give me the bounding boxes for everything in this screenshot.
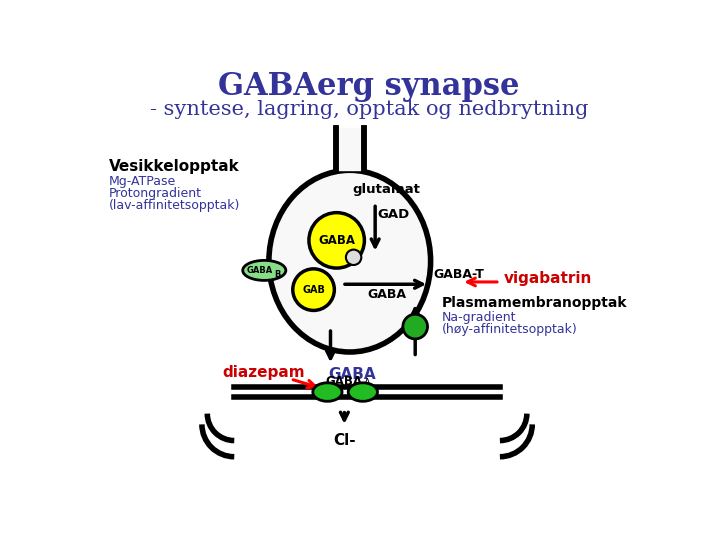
Text: Na-gradient: Na-gradient xyxy=(442,311,517,324)
Text: Plasmamembranopptak: Plasmamembranopptak xyxy=(442,296,628,310)
Text: B: B xyxy=(274,270,281,279)
Text: Cl-: Cl- xyxy=(333,433,356,448)
Circle shape xyxy=(403,314,428,339)
Text: GABA: GABA xyxy=(246,266,273,275)
Text: A: A xyxy=(364,378,371,388)
Text: GAB: GAB xyxy=(302,285,325,295)
Text: - syntese, lagring, opptak og nedbrytning: - syntese, lagring, opptak og nedbrytnin… xyxy=(150,100,588,119)
Text: GABA: GABA xyxy=(326,375,363,388)
Ellipse shape xyxy=(243,260,286,280)
Circle shape xyxy=(309,213,364,268)
Text: GABA: GABA xyxy=(328,367,376,382)
Text: GAD: GAD xyxy=(377,208,410,221)
Text: glutamat: glutamat xyxy=(352,183,420,196)
Ellipse shape xyxy=(312,383,342,401)
Ellipse shape xyxy=(348,383,377,401)
Circle shape xyxy=(293,269,334,310)
Text: Vesikkelopptak: Vesikkelopptak xyxy=(109,159,240,174)
Text: vigabatrin: vigabatrin xyxy=(504,272,592,286)
Text: GABA: GABA xyxy=(318,234,355,247)
Text: GABA: GABA xyxy=(367,288,407,301)
Text: GABAerg synapse: GABAerg synapse xyxy=(218,71,520,102)
Text: (lav-affinitetsopptak): (lav-affinitetsopptak) xyxy=(109,199,240,212)
Text: Mg-ATPase: Mg-ATPase xyxy=(109,174,176,187)
Circle shape xyxy=(346,249,361,265)
Text: (høy-affinitetsopptak): (høy-affinitetsopptak) xyxy=(442,323,578,336)
Text: diazepam: diazepam xyxy=(222,365,305,380)
Ellipse shape xyxy=(269,170,431,352)
Text: Protongradient: Protongradient xyxy=(109,187,202,200)
Text: GABA-T: GABA-T xyxy=(433,268,484,281)
